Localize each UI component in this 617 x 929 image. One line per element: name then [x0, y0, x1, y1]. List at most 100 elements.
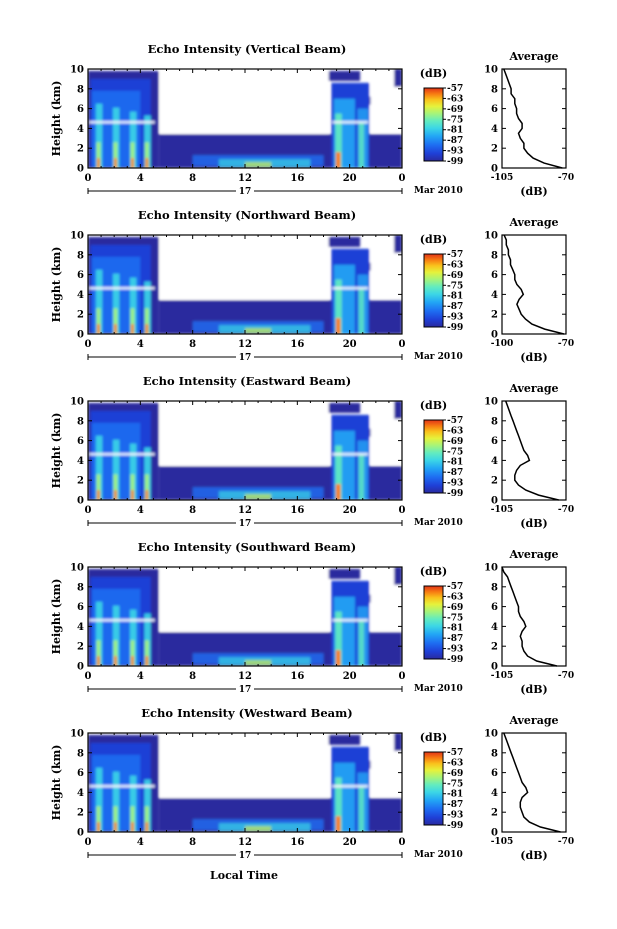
profile-y-tick-label: 4	[491, 788, 498, 799]
profile-y-tick-label: 8	[491, 84, 498, 95]
profile-line	[501, 566, 558, 667]
day-label: 17	[239, 851, 252, 861]
x-tick-label: 8	[189, 671, 196, 682]
panel-title: Echo Intensity (Vertical Beam)	[148, 42, 347, 56]
colorbar-tick-label: -69	[447, 603, 463, 613]
colorbar-unit: (dB)	[420, 565, 447, 578]
date-label: Mar 2010	[414, 352, 463, 362]
colorbar-tick-label: -63	[447, 260, 463, 270]
x-tick-label: 0	[85, 671, 92, 682]
panel-1: Echo Intensity (Vertical Beam) 0 2 4 6 8 10 Hei…	[50, 42, 574, 198]
x-tick-label: 8	[189, 173, 196, 184]
profile-frame	[501, 400, 567, 501]
profile-x-tick-label: -105	[491, 837, 514, 847]
x-tick-label: 20	[343, 837, 357, 848]
colorbar	[423, 585, 444, 660]
profile-x-label: (dB)	[520, 849, 547, 862]
profile-x-label: (dB)	[520, 185, 547, 198]
y-axis-label: Height (km)	[50, 579, 63, 655]
colorbar-tick-label: -69	[447, 437, 463, 447]
x-tick-label: 4	[137, 671, 144, 682]
y-tick-label: 0	[77, 164, 84, 175]
x-tick-label: 0	[399, 837, 406, 848]
x-tick-label: 0	[399, 339, 406, 350]
colorbar-tick-label: -99	[447, 323, 463, 333]
profile-y-tick-label: 6	[491, 270, 498, 281]
profile-y-tick-label: 0	[491, 496, 498, 507]
y-tick-label: 0	[77, 828, 84, 839]
colorbar	[423, 751, 444, 826]
x-tick-label: 4	[137, 339, 144, 350]
colorbar-tick-label: -57	[447, 416, 463, 426]
y-tick-label: 2	[77, 476, 84, 487]
colorbar-tick-label: -75	[447, 613, 463, 623]
y-tick-label: 4	[77, 124, 84, 135]
profile-x-tick-label: -70	[558, 505, 574, 515]
profile-x-label: (dB)	[520, 517, 547, 530]
x-tick-label: 20	[343, 671, 357, 682]
y-tick-label: 6	[77, 104, 84, 115]
y-tick-label: 4	[77, 290, 84, 301]
x-tick-label: 0	[399, 173, 406, 184]
x-tick-label: 8	[189, 505, 196, 516]
colorbar-tick-label: -81	[447, 292, 463, 302]
profile-title: Average	[508, 216, 558, 229]
profile-line	[504, 400, 559, 501]
profile-y-tick-label: 0	[491, 662, 498, 673]
heatmap	[88, 401, 402, 500]
y-axis-label: Height (km)	[50, 247, 63, 323]
profile-x-tick-label: -70	[558, 837, 574, 847]
colorbar-tick-label: -63	[447, 94, 463, 104]
y-tick-label: 2	[77, 808, 84, 819]
date-label: Mar 2010	[414, 518, 463, 528]
colorbar-tick-label: -87	[447, 468, 463, 478]
x-tick-label: 4	[137, 505, 144, 516]
colorbar	[423, 419, 444, 494]
profile-y-tick-label: 2	[491, 808, 498, 819]
x-tick-label: 12	[238, 339, 252, 350]
colorbar-tick-label: -99	[447, 489, 463, 499]
colorbar-tick-label: -75	[447, 447, 463, 457]
profile-y-tick-label: 6	[491, 768, 498, 779]
colorbar-tick-label: -75	[447, 281, 463, 291]
profile-y-tick-label: 4	[491, 290, 498, 301]
y-tick-label: 8	[77, 582, 84, 593]
profile-frame	[501, 732, 567, 833]
colorbar-tick-label: -75	[447, 779, 463, 789]
x-tick-label: 20	[343, 339, 357, 350]
colorbar	[423, 87, 444, 162]
y-tick-label: 10	[70, 231, 84, 242]
colorbar-tick-label: -69	[447, 271, 463, 281]
colorbar-tick-label: -81	[447, 458, 463, 468]
colorbar	[423, 253, 444, 328]
x-tick-label: 20	[343, 505, 357, 516]
x-axis-title: Local Time	[210, 869, 278, 882]
profile-y-tick-label: 0	[491, 330, 498, 341]
x-tick-label: 16	[290, 505, 304, 516]
colorbar-tick-label: -93	[447, 479, 463, 489]
colorbar-unit: (dB)	[420, 399, 447, 412]
y-tick-label: 10	[70, 729, 84, 740]
x-tick-label: 12	[238, 837, 252, 848]
x-tick-label: 8	[189, 339, 196, 350]
colorbar-tick-label: -99	[447, 655, 463, 665]
profile-y-tick-label: 2	[491, 476, 498, 487]
x-tick-label: 20	[343, 173, 357, 184]
colorbar-tick-label: -63	[447, 426, 463, 436]
profile-line	[503, 732, 561, 833]
colorbar-tick-label: -87	[447, 136, 463, 146]
profile-y-tick-label: 8	[491, 416, 498, 427]
panel-3: Echo Intensity (Eastward Beam) 0 2 4 6 8 10 Hei…	[50, 374, 574, 530]
date-label: Mar 2010	[414, 186, 463, 196]
profile-y-tick-label: 6	[491, 436, 498, 447]
panel-4: Echo Intensity (Southward Beam) 0 2 4 6 8 10 He…	[50, 540, 574, 696]
profile-frame	[501, 68, 567, 169]
profile-x-tick-label: -70	[558, 173, 574, 183]
colorbar-tick-label: -93	[447, 645, 463, 655]
panel-title: Echo Intensity (Southward Beam)	[138, 540, 356, 554]
colorbar-tick-label: -63	[447, 758, 463, 768]
profile-y-tick-label: 6	[491, 602, 498, 613]
profile-y-tick-label: 4	[491, 456, 498, 467]
colorbar-unit: (dB)	[420, 233, 447, 246]
